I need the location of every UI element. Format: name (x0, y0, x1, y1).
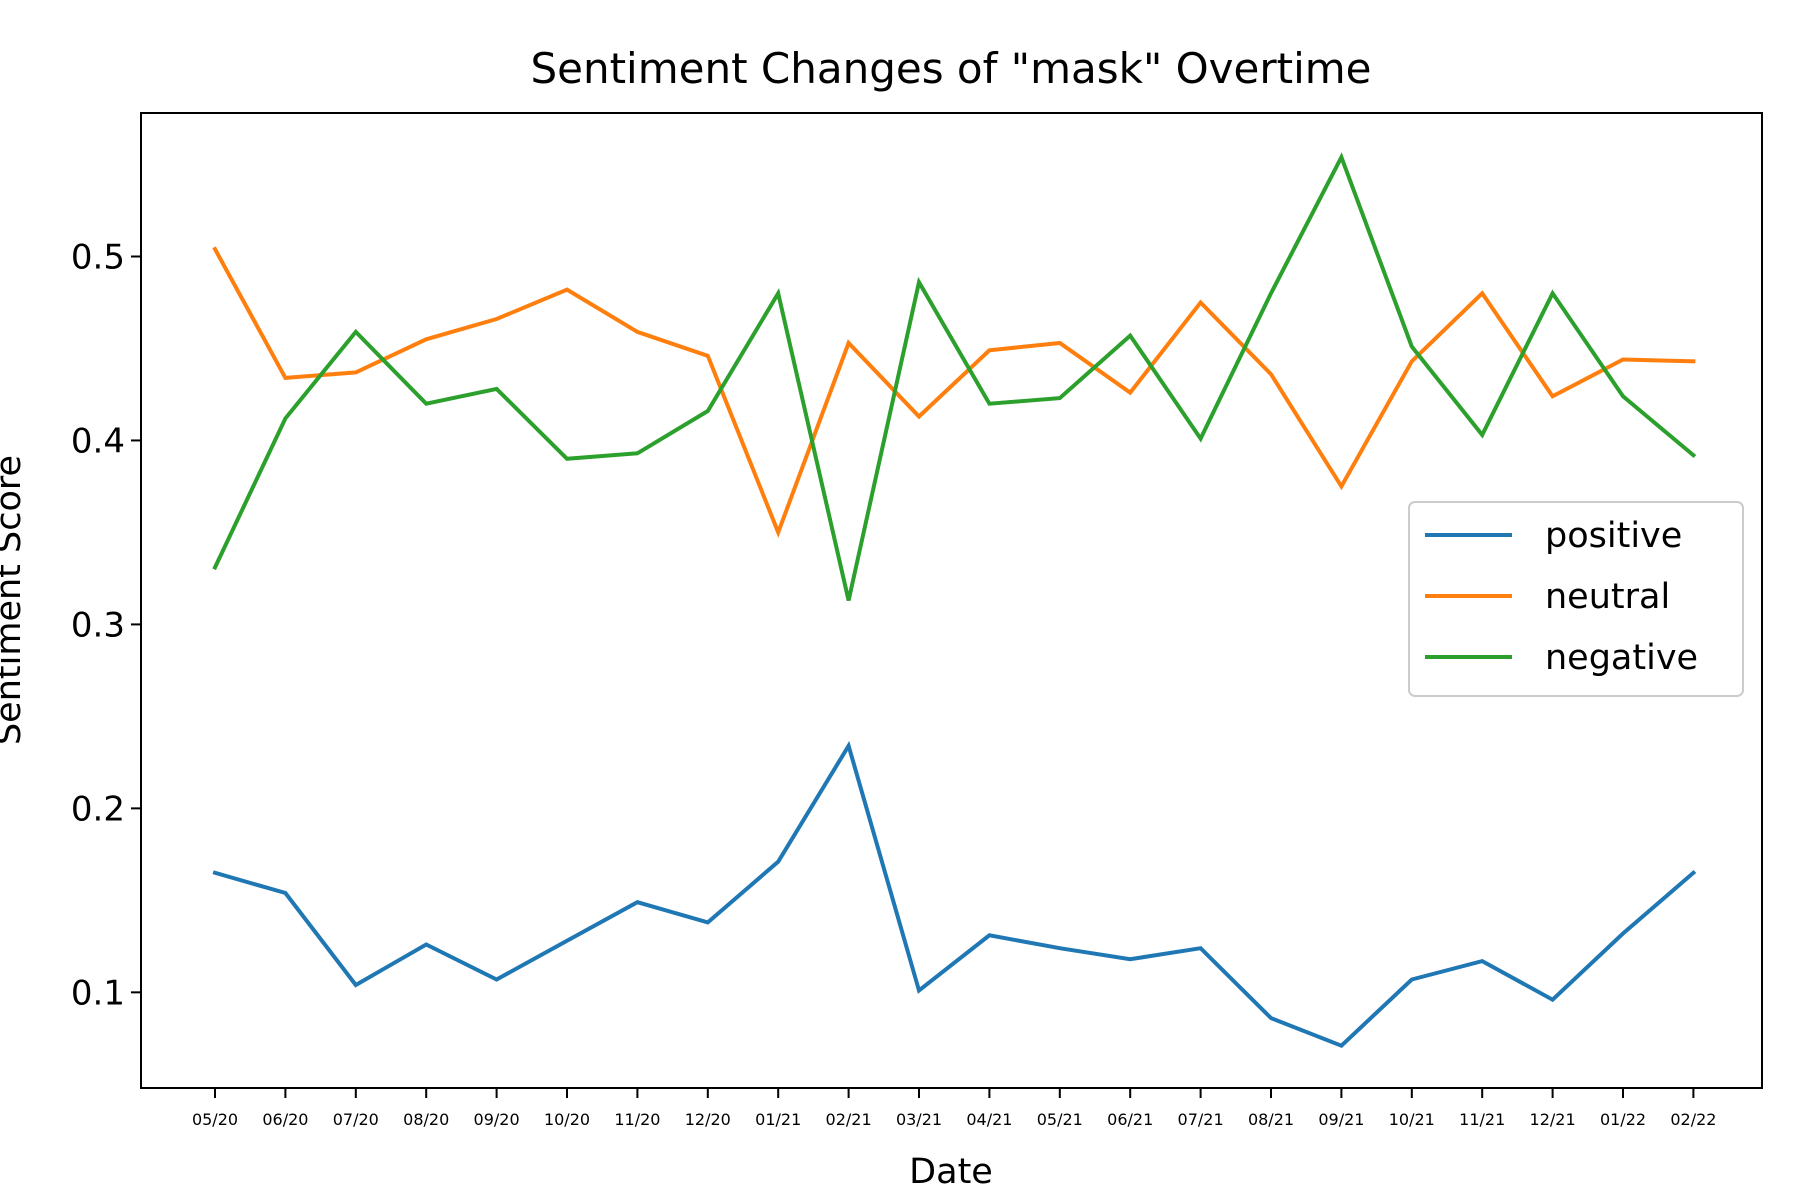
x-tick-label: 11/21 (1459, 1110, 1505, 1129)
x-tick-label: 01/22 (1600, 1110, 1646, 1129)
series-line-negative (212, 152, 1697, 601)
x-tick-label: 07/21 (1178, 1110, 1224, 1129)
x-tick-label: 05/21 (1037, 1110, 1083, 1129)
x-tick-label: 08/21 (1248, 1110, 1294, 1129)
series-line-neutral (212, 246, 1696, 538)
x-tick-label: 05/20 (192, 1110, 238, 1129)
x-tick-label: 09/21 (1318, 1110, 1364, 1129)
y-tick-label: 0.2 (71, 789, 125, 829)
y-tick-label: 0.4 (71, 421, 125, 461)
legend-label-positive: positive (1545, 516, 1682, 556)
x-tick-label: 10/21 (1389, 1110, 1435, 1129)
x-tick-label: 08/20 (403, 1110, 449, 1129)
x-tick-label: 03/21 (896, 1110, 942, 1129)
x-tick-label: 06/20 (262, 1110, 308, 1129)
series-line-positive (212, 740, 1697, 1049)
y-tick-label: 0.5 (71, 237, 125, 277)
plot-area: 0.1 0.2 0.3 0.4 0.5 05/20 06/20 07/20 08/20 09/20… (71, 112, 1763, 1129)
x-tick-label: 12/21 (1530, 1110, 1576, 1129)
x-tick-label: 04/21 (966, 1110, 1012, 1129)
x-tick-label: 01/21 (755, 1110, 801, 1129)
x-tick-label: 11/20 (614, 1110, 660, 1129)
legend-box (1408, 501, 1744, 697)
x-tick-label: 02/21 (826, 1110, 872, 1129)
legend-label-neutral: neutral (1545, 577, 1670, 617)
x-axis-label: Date (909, 1152, 993, 1192)
legend: positive neutral negative (1408, 501, 1744, 697)
chart-title: Sentiment Changes of "mask" Overtime (530, 44, 1371, 93)
x-tick-label: 12/20 (685, 1110, 731, 1129)
x-tick-label: 02/22 (1670, 1110, 1716, 1129)
plot-frame (140, 112, 1763, 1089)
y-tick-label: 0.1 (71, 973, 125, 1013)
x-tick-label: 09/20 (474, 1110, 520, 1129)
x-tick-label: 06/21 (1107, 1110, 1153, 1129)
x-tick-label: 07/20 (333, 1110, 379, 1129)
x-tick-label: 10/20 (544, 1110, 590, 1129)
y-tick-label: 0.3 (71, 605, 125, 645)
legend-label-negative: negative (1545, 638, 1698, 678)
y-axis-label: Sentiment Score (0, 455, 29, 745)
